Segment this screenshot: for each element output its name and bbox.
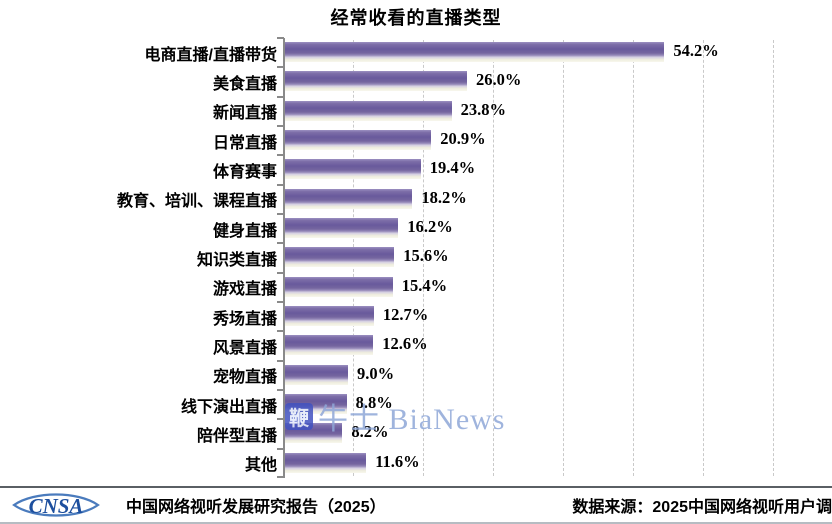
value-label: 16.2% <box>407 216 453 236</box>
bar <box>285 188 413 209</box>
category-label: 美食直播 <box>212 75 277 93</box>
bar <box>285 393 347 414</box>
chart-row: 其他 11.6% <box>0 447 832 478</box>
category-label: 风景直播 <box>212 339 277 357</box>
bar <box>285 247 395 268</box>
bar-area: 8.2% <box>283 419 832 449</box>
chart-row: 风景直播 12.6% <box>0 330 832 361</box>
bar <box>285 305 374 326</box>
value-label: 20.9% <box>440 128 486 148</box>
gridline <box>563 40 564 476</box>
chart-row: 秀场直播 12.7% <box>0 300 832 332</box>
report-title: 中国网络视听发展研究报告（2025） <box>126 499 386 516</box>
cnsa-logo-text: CNSA <box>29 494 84 518</box>
value-label: 12.6% <box>382 334 428 354</box>
bar-area: 20.9% <box>283 125 832 156</box>
bar <box>285 276 393 297</box>
bar <box>285 129 432 150</box>
cnsa-logo-icon: CNSA <box>12 493 100 518</box>
bar-chart: 电商直播/直播带货 54.2% 美食直播 26.0% 新闻直播 23.8% 日常… <box>0 36 832 478</box>
bar-area: 11.6% <box>283 448 832 478</box>
bar <box>285 100 452 121</box>
category-label: 秀场直播 <box>212 310 277 328</box>
value-label: 18.2% <box>421 187 467 207</box>
chart-row: 线下演出直播 8.8% <box>0 388 832 420</box>
value-label: 15.4% <box>401 275 448 295</box>
value-label: 23.8% <box>460 99 506 119</box>
chart-row: 宠物直播 9.0% <box>0 359 832 390</box>
data-source: 数据来源：2025中国网络视听用户调 <box>572 499 832 516</box>
bar-area: 18.2% <box>283 184 832 214</box>
gridline <box>773 40 774 476</box>
category-label: 游戏直播 <box>212 281 277 299</box>
chart-rows: 电商直播/直播带货 54.2% 美食直播 26.0% 新闻直播 23.8% 日常… <box>0 36 832 478</box>
footer: CNSA 中国网络视听发展研究报告（2025） 数据来源：2025中国网络视听用… <box>0 486 832 524</box>
category-label: 陪伴型直播 <box>196 427 277 445</box>
gridline <box>493 40 494 476</box>
category-label: 电商直播/直播带货 <box>144 46 277 64</box>
chart-row: 美食直播 26.0% <box>0 66 832 97</box>
chart-row: 日常直播 20.9% <box>0 124 832 156</box>
chart-title: 经常收看的直播类型 <box>330 8 502 28</box>
bar <box>285 71 467 92</box>
category-label: 新闻直播 <box>212 105 277 123</box>
value-label: 9.0% <box>357 363 395 383</box>
chart-row: 健身直播 16.2% <box>0 212 832 244</box>
bar <box>285 42 665 62</box>
bar-area: 12.7% <box>283 301 832 332</box>
bar <box>285 452 367 473</box>
value-label: 12.7% <box>382 304 429 324</box>
category-label: 宠物直播 <box>212 369 277 387</box>
chart-row: 游戏直播 15.4% <box>0 271 832 302</box>
bar-area: 15.4% <box>283 272 832 302</box>
category-label: 日常直播 <box>212 134 277 152</box>
bar <box>285 217 399 238</box>
category-label: 知识类直播 <box>196 251 277 269</box>
value-label: 15.6% <box>403 246 449 266</box>
chart-row: 电商直播/直播带货 54.2% <box>0 36 832 68</box>
bar-area: 19.4% <box>283 155 832 185</box>
value-label: 8.2% <box>351 422 389 442</box>
chart-row: 陪伴型直播 8.2% <box>0 418 832 449</box>
bar-area: 12.6% <box>283 331 832 361</box>
chart-row: 知识类直播 15.6% <box>0 242 832 273</box>
category-label: 健身直播 <box>212 222 277 240</box>
value-label: 19.4% <box>429 158 476 178</box>
value-label: 26.0% <box>476 70 522 90</box>
bar-area: 16.2% <box>283 213 832 244</box>
gridline <box>423 40 424 476</box>
category-label: 线下演出直播 <box>180 398 277 416</box>
gridline <box>633 40 634 476</box>
bar-area: 54.2% <box>283 38 832 68</box>
category-label: 其他 <box>244 457 277 475</box>
bar-area: 23.8% <box>283 96 832 126</box>
value-label: 54.2% <box>673 41 719 60</box>
value-label: 8.8% <box>355 392 393 412</box>
value-label: 11.6% <box>375 451 420 471</box>
category-label: 教育、培训、课程直播 <box>116 193 277 211</box>
bar <box>285 364 348 385</box>
chart-row: 新闻直播 23.8% <box>0 95 832 126</box>
category-label: 体育赛事 <box>212 163 277 181</box>
bar-area: 26.0% <box>283 67 832 97</box>
chart-row: 教育、培训、课程直播 18.2% <box>0 183 832 214</box>
bar-area: 8.8% <box>283 389 832 420</box>
chart-row: 体育赛事 19.4% <box>0 154 832 185</box>
bar <box>285 423 343 444</box>
gridline <box>703 40 704 476</box>
bar-area: 15.6% <box>283 243 832 273</box>
bar-area: 9.0% <box>283 360 832 390</box>
bar <box>285 335 374 356</box>
bar <box>285 159 421 180</box>
